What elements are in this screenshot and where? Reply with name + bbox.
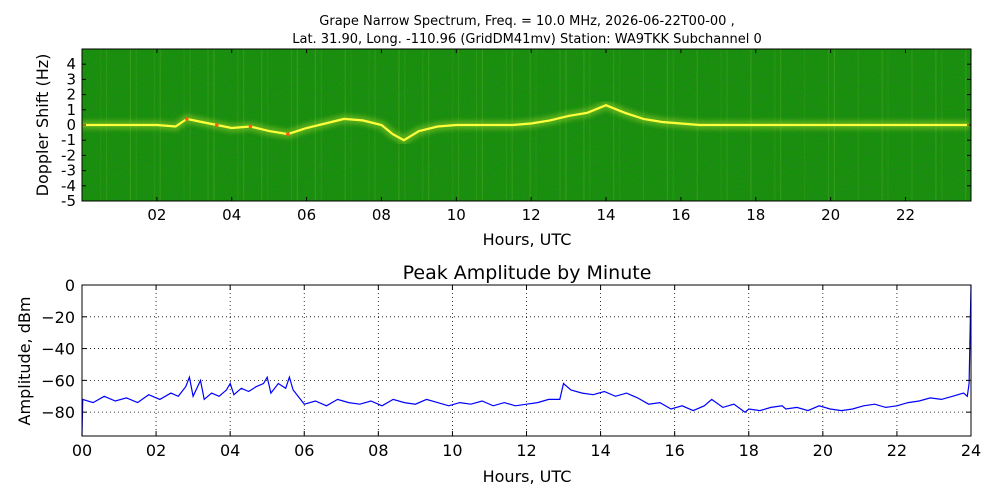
doppler-hotspot xyxy=(286,132,290,136)
amplitude-ytick-label: 0 xyxy=(65,276,75,295)
spectrogram-streak xyxy=(559,49,561,201)
spectrogram-streak xyxy=(589,49,591,201)
amplitude-xtick-label: 20 xyxy=(813,441,833,460)
amplitude-xtick-label: 02 xyxy=(146,441,166,460)
amplitude-xtick-label: 10 xyxy=(442,441,462,460)
spectrogram-ytick-label: 2 xyxy=(66,86,76,104)
spectrogram-xtick-label: 14 xyxy=(596,206,615,224)
amplitude-xtick-label: 18 xyxy=(739,441,759,460)
spectrogram-streak xyxy=(422,49,424,201)
spectrogram-xtick-label: 22 xyxy=(896,206,915,224)
amplitude-series-line xyxy=(81,284,972,437)
spectrogram-streak xyxy=(350,49,352,201)
spectrogram-streak xyxy=(290,49,293,201)
amplitude-xtick-label: 14 xyxy=(590,441,610,460)
spectrogram-ytick-label: -4 xyxy=(61,177,76,195)
spectrogram-streak xyxy=(189,49,191,201)
spectrogram-streak xyxy=(619,49,621,201)
amplitude-xtick-label: 06 xyxy=(294,441,314,460)
spectrogram-ytick-label: 3 xyxy=(66,70,76,88)
spectrogram-ytick-label: 4 xyxy=(66,55,76,73)
spectrogram-ytick-label: -1 xyxy=(61,131,76,149)
spectrogram-ytick-label: 1 xyxy=(66,101,76,119)
amplitude-xtick-label: 08 xyxy=(368,441,388,460)
spectrogram-xtick-label: 20 xyxy=(821,206,840,224)
spectrogram-xtick-label: 08 xyxy=(372,206,391,224)
spectrogram-streak xyxy=(583,49,585,201)
amplitude-ylabel: Amplitude, dBm xyxy=(15,297,34,426)
spectrogram-xtick-label: 18 xyxy=(746,206,765,224)
spectrogram-xtick-label: 04 xyxy=(222,206,241,224)
spectrogram-plot xyxy=(81,48,972,202)
spectrogram-ytick-label: -2 xyxy=(61,146,76,164)
spectrogram-streak xyxy=(565,49,567,201)
doppler-trace xyxy=(82,100,970,146)
spectrogram-streak xyxy=(613,49,615,201)
spectrogram-ytick-label: -5 xyxy=(61,192,76,210)
doppler-hotspot xyxy=(248,124,253,129)
amplitude-xtick-label: 16 xyxy=(664,441,684,460)
amplitude-ytick-label: −40 xyxy=(41,340,75,359)
amplitude-background xyxy=(82,285,971,436)
spectrogram-ytick-label: -3 xyxy=(61,162,76,180)
doppler-hotspot xyxy=(185,117,189,121)
spectrogram-xtick-label: 02 xyxy=(147,206,166,224)
spectrogram-xlabel: Hours, UTC xyxy=(483,230,572,249)
spectrogram-streak xyxy=(642,49,645,201)
amplitude-x-axis: 00 02 04 06 08 10 12 14 16 18 20 22 24 xyxy=(72,285,981,460)
spectrogram-streak xyxy=(344,49,346,201)
spectrum-title-line1: Grape Narrow Spectrum, Freq. = 10.0 MHz,… xyxy=(319,14,734,29)
amplitude-y-axis: 0 −20 −40 −60 −80 xyxy=(41,276,971,422)
amplitude-ytick-label: −80 xyxy=(41,403,75,422)
amplitude-plot xyxy=(81,284,972,437)
amplitude-xtick-label: 24 xyxy=(961,441,981,460)
spectrum-title-line2: Lat. 31.90, Long. -110.96 (GridDM41mv) S… xyxy=(292,32,762,47)
amplitude-ytick-label: −20 xyxy=(41,308,75,327)
spectrogram-xtick-label: 12 xyxy=(522,206,541,224)
amplitude-xtick-label: 00 xyxy=(72,441,92,460)
spectrogram-streak xyxy=(398,49,400,201)
spectrogram-xtick-label: 10 xyxy=(447,206,466,224)
amplitude-grid xyxy=(82,285,971,436)
amplitude-ytick-label: −60 xyxy=(41,371,75,390)
amplitude-xlabel: Hours, UTC xyxy=(483,467,572,486)
spectrogram-xtick-label: 06 xyxy=(297,206,316,224)
amplitude-xtick-label: 22 xyxy=(887,441,907,460)
spectrogram-ytick-label: 0 xyxy=(66,116,76,134)
doppler-hotspot xyxy=(215,123,219,127)
spectrogram-streak xyxy=(404,49,406,201)
spectrogram-xtick-label: 16 xyxy=(671,206,690,224)
spectrogram-streak xyxy=(296,49,298,201)
amplitude-title: Peak Amplitude by Minute xyxy=(403,262,652,284)
spectrogram-streak xyxy=(267,49,269,201)
spectrogram-x-axis: 02 04 06 08 10 12 14 16 18 20 22 xyxy=(147,49,915,224)
spectrogram-ylabel: Doppler Shift (Hz) xyxy=(33,54,52,197)
amplitude-xtick-label: 12 xyxy=(516,441,536,460)
doppler-trace-line xyxy=(82,104,970,142)
amplitude-xtick-label: 04 xyxy=(220,441,240,460)
